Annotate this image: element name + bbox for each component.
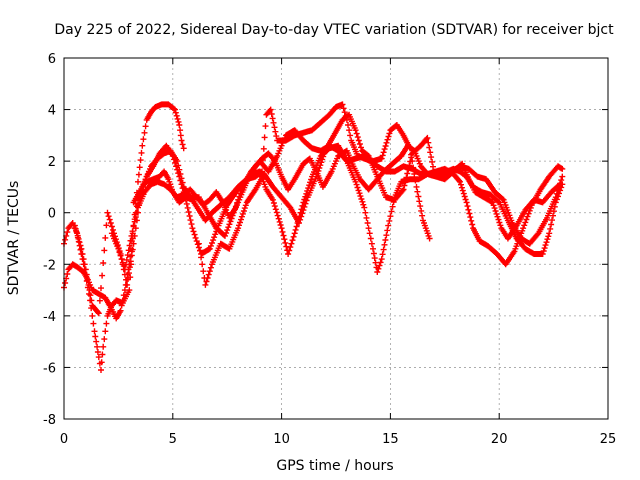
y-tick-label: 2: [48, 155, 56, 170]
chart-title: Day 225 of 2022, Sidereal Day-to-day VTE…: [54, 22, 614, 38]
y-axis-label: SDTVAR / TECUs: [6, 181, 22, 296]
plot-frame: [63, 57, 609, 420]
series-trace-5: [195, 111, 566, 288]
x-tick-label: 20: [491, 432, 508, 447]
x-axis-ticks: 0 5 10 15 20 25: [60, 58, 616, 447]
y-tick-label: -6: [43, 361, 56, 376]
x-tick-label: 25: [600, 432, 617, 447]
x-axis-label: GPS time / hours: [276, 458, 393, 474]
y-tick-label: -8: [43, 413, 56, 428]
y-tick-label: 0: [48, 207, 56, 222]
x-tick-label: 0: [60, 432, 68, 447]
series-markers: [195, 111, 566, 288]
y-tick-label: 4: [48, 104, 56, 119]
y-tick-label: 6: [48, 52, 56, 67]
series-trace-6: [108, 142, 564, 273]
y-tick-label: -2: [43, 258, 56, 273]
x-tick-label: 5: [169, 432, 177, 447]
x-tick-label: 10: [273, 432, 290, 447]
series-markers: [108, 142, 564, 273]
y-axis-ticks: -8 -6 -4 -2 0 2 4 6: [43, 52, 608, 428]
x-tick-label: 15: [382, 432, 399, 447]
grid-lines: [64, 58, 608, 419]
y-tick-label: -4: [43, 310, 56, 325]
